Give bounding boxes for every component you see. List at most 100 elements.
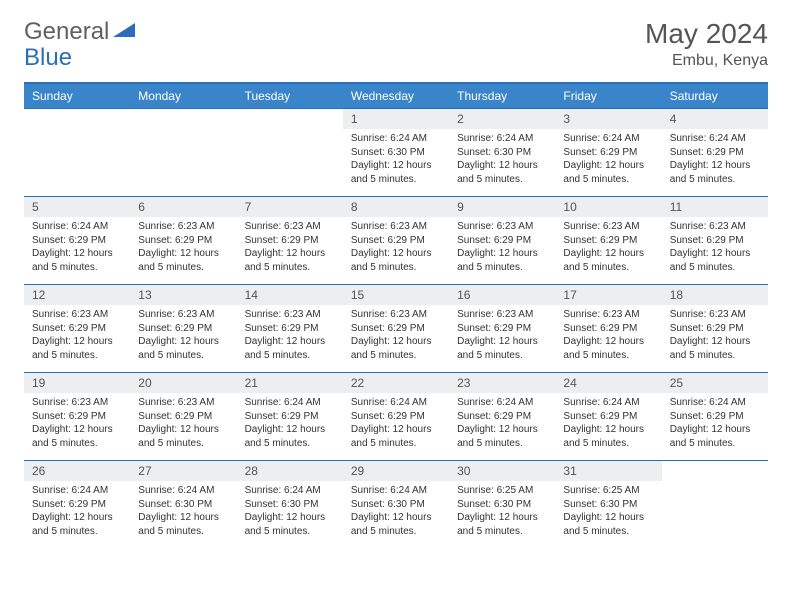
logo-text-blue: Blue bbox=[24, 44, 72, 71]
day-details: Sunrise: 6:23 AMSunset: 6:29 PMDaylight:… bbox=[130, 305, 236, 366]
day-details: Sunrise: 6:24 AMSunset: 6:30 PMDaylight:… bbox=[449, 129, 555, 190]
day-details: Sunrise: 6:23 AMSunset: 6:29 PMDaylight:… bbox=[130, 217, 236, 278]
day-header: Saturday bbox=[662, 83, 768, 109]
day-details: Sunrise: 6:24 AMSunset: 6:29 PMDaylight:… bbox=[662, 129, 768, 190]
day-number: 24 bbox=[555, 373, 661, 393]
calendar-cell: 4Sunrise: 6:24 AMSunset: 6:29 PMDaylight… bbox=[662, 109, 768, 197]
location-label: Embu, Kenya bbox=[645, 52, 768, 70]
day-details: Sunrise: 6:24 AMSunset: 6:29 PMDaylight:… bbox=[237, 393, 343, 454]
day-details: Sunrise: 6:23 AMSunset: 6:29 PMDaylight:… bbox=[662, 305, 768, 366]
calendar-cell: 16Sunrise: 6:23 AMSunset: 6:29 PMDayligh… bbox=[449, 285, 555, 373]
calendar-cell: 13Sunrise: 6:23 AMSunset: 6:29 PMDayligh… bbox=[130, 285, 236, 373]
calendar-cell: 8Sunrise: 6:23 AMSunset: 6:29 PMDaylight… bbox=[343, 197, 449, 285]
day-number bbox=[130, 109, 236, 129]
day-number: 6 bbox=[130, 197, 236, 217]
calendar-cell: 9Sunrise: 6:23 AMSunset: 6:29 PMDaylight… bbox=[449, 197, 555, 285]
day-number: 2 bbox=[449, 109, 555, 129]
day-details: Sunrise: 6:23 AMSunset: 6:29 PMDaylight:… bbox=[555, 305, 661, 366]
day-details: Sunrise: 6:23 AMSunset: 6:29 PMDaylight:… bbox=[24, 305, 130, 366]
calendar-cell: 11Sunrise: 6:23 AMSunset: 6:29 PMDayligh… bbox=[662, 197, 768, 285]
calendar-cell: 24Sunrise: 6:24 AMSunset: 6:29 PMDayligh… bbox=[555, 373, 661, 461]
calendar-body: 1Sunrise: 6:24 AMSunset: 6:30 PMDaylight… bbox=[24, 109, 768, 549]
day-number: 14 bbox=[237, 285, 343, 305]
day-number: 20 bbox=[130, 373, 236, 393]
day-number: 19 bbox=[24, 373, 130, 393]
calendar-week-row: 1Sunrise: 6:24 AMSunset: 6:30 PMDaylight… bbox=[24, 109, 768, 197]
day-number: 9 bbox=[449, 197, 555, 217]
calendar-header-row: SundayMondayTuesdayWednesdayThursdayFrid… bbox=[24, 83, 768, 109]
day-details: Sunrise: 6:23 AMSunset: 6:29 PMDaylight:… bbox=[343, 305, 449, 366]
day-number: 16 bbox=[449, 285, 555, 305]
day-number: 29 bbox=[343, 461, 449, 481]
calendar-cell: 19Sunrise: 6:23 AMSunset: 6:29 PMDayligh… bbox=[24, 373, 130, 461]
logo: General bbox=[24, 18, 137, 46]
day-details: Sunrise: 6:25 AMSunset: 6:30 PMDaylight:… bbox=[555, 481, 661, 542]
day-number: 31 bbox=[555, 461, 661, 481]
day-details: Sunrise: 6:24 AMSunset: 6:29 PMDaylight:… bbox=[662, 393, 768, 454]
calendar-cell: 29Sunrise: 6:24 AMSunset: 6:30 PMDayligh… bbox=[343, 461, 449, 549]
calendar-cell: 23Sunrise: 6:24 AMSunset: 6:29 PMDayligh… bbox=[449, 373, 555, 461]
day-header: Sunday bbox=[24, 83, 130, 109]
calendar-cell: 20Sunrise: 6:23 AMSunset: 6:29 PMDayligh… bbox=[130, 373, 236, 461]
calendar-week-row: 12Sunrise: 6:23 AMSunset: 6:29 PMDayligh… bbox=[24, 285, 768, 373]
logo-text-general: General bbox=[24, 18, 109, 46]
calendar-cell: 15Sunrise: 6:23 AMSunset: 6:29 PMDayligh… bbox=[343, 285, 449, 373]
day-details: Sunrise: 6:24 AMSunset: 6:29 PMDaylight:… bbox=[449, 393, 555, 454]
calendar-cell bbox=[24, 109, 130, 197]
logo-triangle-icon bbox=[113, 21, 135, 44]
day-number: 27 bbox=[130, 461, 236, 481]
header: General May 2024 Embu, Kenya bbox=[24, 18, 768, 70]
day-details: Sunrise: 6:23 AMSunset: 6:29 PMDaylight:… bbox=[24, 393, 130, 454]
calendar-cell: 3Sunrise: 6:24 AMSunset: 6:29 PMDaylight… bbox=[555, 109, 661, 197]
day-number bbox=[24, 109, 130, 129]
day-header: Wednesday bbox=[343, 83, 449, 109]
day-details: Sunrise: 6:25 AMSunset: 6:30 PMDaylight:… bbox=[449, 481, 555, 542]
calendar-cell bbox=[662, 461, 768, 549]
calendar-cell: 30Sunrise: 6:25 AMSunset: 6:30 PMDayligh… bbox=[449, 461, 555, 549]
calendar-cell: 31Sunrise: 6:25 AMSunset: 6:30 PMDayligh… bbox=[555, 461, 661, 549]
day-details: Sunrise: 6:24 AMSunset: 6:30 PMDaylight:… bbox=[343, 129, 449, 190]
day-details: Sunrise: 6:23 AMSunset: 6:29 PMDaylight:… bbox=[237, 217, 343, 278]
day-header: Friday bbox=[555, 83, 661, 109]
calendar-cell: 18Sunrise: 6:23 AMSunset: 6:29 PMDayligh… bbox=[662, 285, 768, 373]
calendar-cell bbox=[237, 109, 343, 197]
day-number: 26 bbox=[24, 461, 130, 481]
calendar-cell: 14Sunrise: 6:23 AMSunset: 6:29 PMDayligh… bbox=[237, 285, 343, 373]
day-details: Sunrise: 6:24 AMSunset: 6:30 PMDaylight:… bbox=[130, 481, 236, 542]
calendar-week-row: 5Sunrise: 6:24 AMSunset: 6:29 PMDaylight… bbox=[24, 197, 768, 285]
day-number: 28 bbox=[237, 461, 343, 481]
day-details: Sunrise: 6:24 AMSunset: 6:29 PMDaylight:… bbox=[555, 129, 661, 190]
day-details: Sunrise: 6:23 AMSunset: 6:29 PMDaylight:… bbox=[662, 217, 768, 278]
day-header: Thursday bbox=[449, 83, 555, 109]
day-number: 12 bbox=[24, 285, 130, 305]
day-number: 23 bbox=[449, 373, 555, 393]
calendar-week-row: 26Sunrise: 6:24 AMSunset: 6:29 PMDayligh… bbox=[24, 461, 768, 549]
day-details: Sunrise: 6:24 AMSunset: 6:29 PMDaylight:… bbox=[24, 481, 130, 542]
calendar-cell: 28Sunrise: 6:24 AMSunset: 6:30 PMDayligh… bbox=[237, 461, 343, 549]
page-title: May 2024 bbox=[645, 18, 768, 50]
day-number: 5 bbox=[24, 197, 130, 217]
day-details: Sunrise: 6:23 AMSunset: 6:29 PMDaylight:… bbox=[237, 305, 343, 366]
day-number: 11 bbox=[662, 197, 768, 217]
day-header: Monday bbox=[130, 83, 236, 109]
day-number: 8 bbox=[343, 197, 449, 217]
day-number: 22 bbox=[343, 373, 449, 393]
day-details: Sunrise: 6:24 AMSunset: 6:30 PMDaylight:… bbox=[237, 481, 343, 542]
day-number: 30 bbox=[449, 461, 555, 481]
calendar-cell: 17Sunrise: 6:23 AMSunset: 6:29 PMDayligh… bbox=[555, 285, 661, 373]
calendar-cell: 10Sunrise: 6:23 AMSunset: 6:29 PMDayligh… bbox=[555, 197, 661, 285]
calendar-cell: 6Sunrise: 6:23 AMSunset: 6:29 PMDaylight… bbox=[130, 197, 236, 285]
day-details: Sunrise: 6:24 AMSunset: 6:29 PMDaylight:… bbox=[343, 393, 449, 454]
calendar-cell: 21Sunrise: 6:24 AMSunset: 6:29 PMDayligh… bbox=[237, 373, 343, 461]
calendar-cell: 7Sunrise: 6:23 AMSunset: 6:29 PMDaylight… bbox=[237, 197, 343, 285]
title-block: May 2024 Embu, Kenya bbox=[645, 18, 768, 70]
day-number: 1 bbox=[343, 109, 449, 129]
day-number bbox=[662, 461, 768, 481]
calendar-cell: 25Sunrise: 6:24 AMSunset: 6:29 PMDayligh… bbox=[662, 373, 768, 461]
day-details: Sunrise: 6:24 AMSunset: 6:29 PMDaylight:… bbox=[555, 393, 661, 454]
day-number: 17 bbox=[555, 285, 661, 305]
day-number: 21 bbox=[237, 373, 343, 393]
day-number: 3 bbox=[555, 109, 661, 129]
calendar-cell: 5Sunrise: 6:24 AMSunset: 6:29 PMDaylight… bbox=[24, 197, 130, 285]
day-number: 18 bbox=[662, 285, 768, 305]
